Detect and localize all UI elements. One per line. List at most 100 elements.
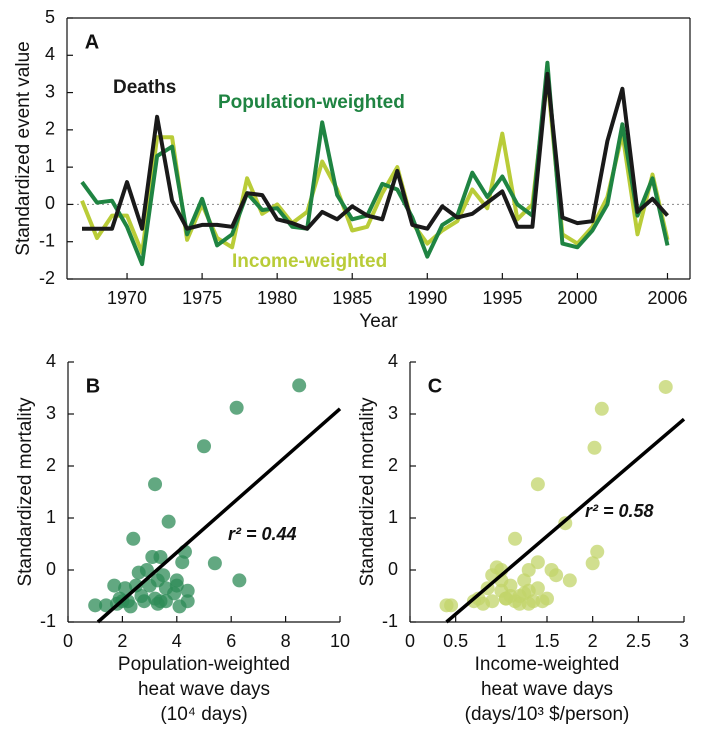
x-axis-label: Year <box>359 311 398 332</box>
scatter-point <box>169 573 184 588</box>
x-axis-label: heat wave days <box>138 679 270 700</box>
y-tick-label: 3 <box>388 403 398 423</box>
y-axis-label: Standardized mortality <box>15 397 36 587</box>
x-tick-label: 2.5 <box>626 631 651 651</box>
y-tick-label: -1 <box>39 230 55 250</box>
x-axis-label: Income-weighted <box>475 654 620 675</box>
scatter-point <box>180 594 195 609</box>
scatter-point <box>229 400 244 415</box>
series-label: Income-weighted <box>232 251 387 272</box>
scatter-point <box>207 556 222 571</box>
scatter-point <box>530 555 545 570</box>
scatter-point <box>99 598 114 613</box>
y-tick-label: 4 <box>45 44 55 64</box>
x-tick-label: 2 <box>117 631 127 651</box>
scatter-point <box>129 578 143 593</box>
y-tick-label: -1 <box>40 611 56 631</box>
scatter-point <box>498 591 513 606</box>
y-tick-label: 3 <box>45 81 55 101</box>
scatter-point <box>197 439 211 454</box>
y-tick-label: 4 <box>46 351 56 371</box>
panel-label: A <box>85 31 99 53</box>
scatter-point <box>150 573 165 588</box>
x-tick-label: 1995 <box>482 288 522 308</box>
x-tick-label: 1.5 <box>534 631 559 651</box>
y-tick-label: -1 <box>382 611 398 631</box>
y-tick-label: 0 <box>45 193 55 213</box>
scatter-point <box>658 379 673 394</box>
x-axis-label: heat wave days <box>481 679 613 700</box>
x-tick-label: 1985 <box>332 288 372 308</box>
fit-line <box>445 417 686 624</box>
series-label: Population-weighted <box>218 92 405 113</box>
x-axis-label: (10⁴ days) <box>160 704 247 725</box>
x-tick-label: 2006 <box>647 288 687 308</box>
y-tick-label: 2 <box>45 119 55 139</box>
scatter-point <box>107 578 122 593</box>
y-tick-label: 0 <box>388 559 398 579</box>
x-tick-label: 0 <box>63 631 73 651</box>
scatter-point <box>444 598 459 613</box>
y-tick-label: 3 <box>46 403 56 423</box>
x-tick-label: 10 <box>330 631 350 651</box>
x-axis-label: (days/10³ $/person) <box>465 704 630 725</box>
scatter-point <box>517 586 532 601</box>
x-tick-label: 0.5 <box>443 631 468 651</box>
scatter-point <box>485 594 500 609</box>
scatter-point <box>153 550 168 564</box>
scatter-point <box>508 531 523 546</box>
y-tick-label: 1 <box>45 156 55 176</box>
series-label: Deaths <box>113 77 176 98</box>
y-tick-label: -2 <box>39 268 55 288</box>
r-squared-label: r² = 0.44 <box>228 524 297 544</box>
scatter-point <box>562 573 577 588</box>
scatter-point <box>594 401 609 416</box>
x-tick-label: 2 <box>588 631 598 651</box>
y-axis-label: Standardized mortality <box>357 397 378 587</box>
scatter-point <box>88 598 103 613</box>
scatter-point <box>530 581 545 596</box>
x-tick-label: 1980 <box>257 288 297 308</box>
x-tick-label: 0 <box>405 631 415 651</box>
fit-line <box>96 407 342 624</box>
y-tick-label: 1 <box>46 507 56 527</box>
series-line <box>82 71 669 231</box>
scatter-point <box>232 573 247 588</box>
y-tick-label: 5 <box>45 7 55 27</box>
scatter-point <box>521 563 536 577</box>
panel-label: B <box>86 375 100 397</box>
scatter-point <box>585 556 600 571</box>
x-tick-label: 8 <box>281 631 291 651</box>
y-tick-label: 1 <box>388 507 398 527</box>
scatter-point <box>530 477 545 492</box>
scatter-point <box>590 544 605 559</box>
x-axis-label: Population-weighted <box>118 654 290 675</box>
x-tick-label: 2000 <box>557 288 597 308</box>
scatter-point <box>292 378 307 393</box>
y-tick-label: 4 <box>388 351 398 371</box>
x-tick-label: 4 <box>172 631 182 651</box>
panel-label: C <box>428 375 442 397</box>
series-line <box>80 60 670 267</box>
scatter-point <box>161 514 176 529</box>
y-axis-label: Standardized event value <box>13 41 34 255</box>
y-tick-label: 0 <box>46 559 56 579</box>
y-tick-label: 2 <box>388 455 398 475</box>
x-tick-label: 1970 <box>107 288 147 308</box>
scatter-point <box>549 568 564 583</box>
scatter-point <box>540 591 554 606</box>
scatter-point <box>180 583 195 598</box>
x-tick-label: 3 <box>679 631 689 651</box>
x-tick-label: 6 <box>226 631 236 651</box>
scatter-point <box>137 594 152 609</box>
x-tick-label: 1 <box>496 631 506 651</box>
scatter-point <box>118 581 133 596</box>
r-squared-label: r² = 0.58 <box>585 501 654 521</box>
x-tick-label: 1990 <box>407 288 447 308</box>
scatter-point <box>587 440 602 455</box>
y-tick-label: 2 <box>46 455 56 475</box>
x-tick-label: 1975 <box>182 288 222 308</box>
scatter-point <box>126 531 141 546</box>
scatter-point <box>148 477 163 492</box>
